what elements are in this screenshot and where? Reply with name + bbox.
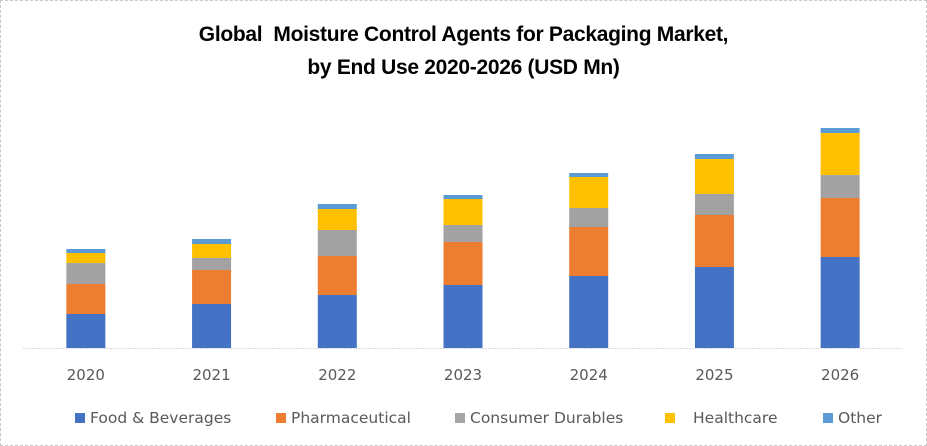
x-tick-label: 2022 xyxy=(318,366,356,384)
bar-segment-other-2026 xyxy=(820,128,860,133)
bar-segment-food-beverages-2023 xyxy=(443,285,483,348)
bar-segment-pharmaceutical-2020 xyxy=(66,284,106,314)
x-tick-label: 2024 xyxy=(570,366,608,384)
legend-swatch xyxy=(75,413,85,423)
chart-title-block: Global Moisture Control Agents for Packa… xyxy=(0,18,927,84)
bar-segment-other-2021 xyxy=(192,239,232,244)
bar-segment-healthcare-2023 xyxy=(443,199,483,225)
legend-label: Food & Beverages xyxy=(90,409,232,427)
legend-label: Healthcare xyxy=(693,409,778,427)
bars-group xyxy=(66,128,860,348)
bar-segment-consumer-durables-2025 xyxy=(694,194,734,215)
bar-segment-healthcare-2020 xyxy=(66,253,106,263)
bar-segment-other-2023 xyxy=(443,195,483,199)
bar-segment-healthcare-2022 xyxy=(317,209,357,230)
legend-label: Consumer Durables xyxy=(470,409,624,427)
legend-item-pharmaceutical[interactable]: Pharmaceutical xyxy=(276,409,411,427)
bar-segment-pharmaceutical-2025 xyxy=(694,215,734,267)
x-tick-labels: 2020 2021 2022 2023 2024 2025 2026 xyxy=(67,366,859,384)
legend-item-food-beverages[interactable]: Food & Beverages xyxy=(75,409,231,427)
bar-segment-healthcare-2025 xyxy=(694,159,734,194)
chart-subtitle: by End Use 2020-2026 (USD Mn) xyxy=(307,56,620,79)
bar-segment-consumer-durables-2021 xyxy=(192,258,232,270)
x-tick-label: 2020 xyxy=(67,366,105,384)
bar-segment-other-2022 xyxy=(317,204,357,209)
bar-segment-food-beverages-2021 xyxy=(192,304,232,348)
legend: Food & Beverages Pharmaceutical Consumer D… xyxy=(0,409,927,431)
bar-segment-food-beverages-2026 xyxy=(820,257,860,348)
bar-segment-consumer-durables-2023 xyxy=(443,225,483,242)
bar-segment-healthcare-2026 xyxy=(820,133,860,175)
bar-segment-consumer-durables-2024 xyxy=(569,208,609,227)
legend-item-consumer-durables[interactable]: Consumer Durables xyxy=(455,409,623,427)
chart-title: Global Moisture Control Agents for Packa… xyxy=(198,23,729,46)
bar-segment-food-beverages-2020 xyxy=(66,314,106,348)
legend-item-healthcare[interactable]: Healthcare xyxy=(665,409,778,427)
bar-segment-food-beverages-2024 xyxy=(569,276,609,348)
bar-segment-healthcare-2024 xyxy=(569,177,609,208)
x-tick-label: 2021 xyxy=(192,366,230,384)
bar-segment-consumer-durables-2026 xyxy=(820,175,860,198)
bar-segment-consumer-durables-2022 xyxy=(317,230,357,256)
x-tick-label: 2026 xyxy=(821,366,859,384)
legend-swatch xyxy=(455,413,465,423)
bar-segment-food-beverages-2022 xyxy=(317,295,357,348)
x-tick-label: 2025 xyxy=(695,366,733,384)
bar-segment-pharmaceutical-2026 xyxy=(820,198,860,257)
legend-item-other[interactable]: Other xyxy=(823,409,882,427)
bar-segment-other-2020 xyxy=(66,249,106,253)
bar-segment-healthcare-2021 xyxy=(192,244,232,258)
x-tick-label: 2023 xyxy=(444,366,482,384)
bar-segment-pharmaceutical-2021 xyxy=(192,270,232,304)
bar-segment-other-2025 xyxy=(694,154,734,159)
bar-segment-pharmaceutical-2023 xyxy=(443,242,483,285)
legend-swatch xyxy=(276,413,286,423)
bar-segment-other-2024 xyxy=(569,173,609,177)
legend-label: Pharmaceutical xyxy=(291,409,411,427)
bar-segment-consumer-durables-2020 xyxy=(66,263,106,284)
bar-segment-pharmaceutical-2024 xyxy=(569,227,609,276)
bar-segment-pharmaceutical-2022 xyxy=(317,256,357,295)
legend-swatch xyxy=(665,413,675,423)
legend-swatch xyxy=(823,413,833,423)
bar-segment-food-beverages-2025 xyxy=(694,267,734,348)
legend-label: Other xyxy=(838,409,883,427)
